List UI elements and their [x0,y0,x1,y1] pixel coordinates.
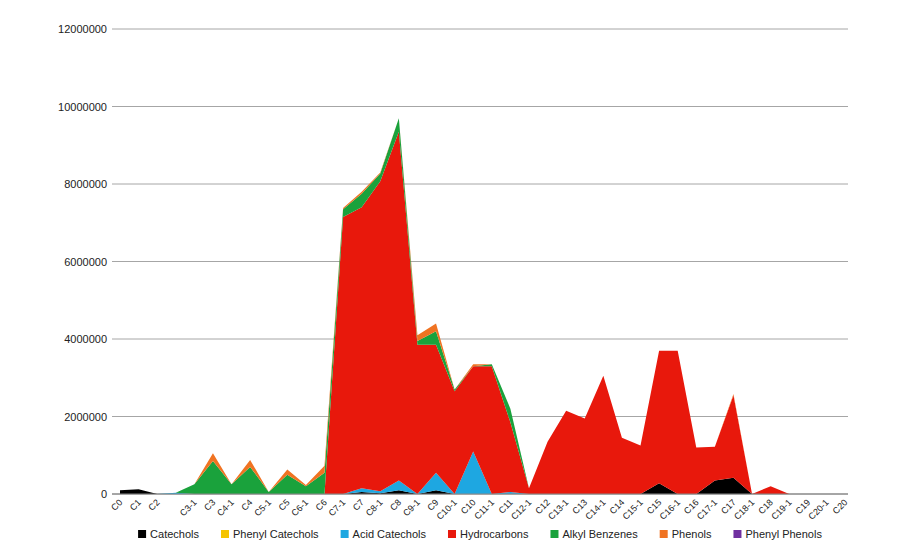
legend-swatch [341,530,349,538]
y-tick-label: 2000000 [64,411,107,423]
area [120,118,845,494]
x-tick-label: C14-1 [583,497,607,521]
grid-line [112,494,848,495]
x-tick-label: C1 [128,497,143,512]
area [120,118,845,494]
grid-line [112,339,848,340]
x-tick-label: C20-1 [806,497,830,521]
y-tick-label: 10000000 [58,101,107,113]
x-tick-label: C4-1 [215,497,236,518]
y-tick-label: 4000000 [64,333,107,345]
x-tick-label: C10-1 [435,497,459,521]
x-tick-label: C0 [109,497,124,512]
x-tick-label: C12-1 [509,497,533,521]
area [120,132,845,494]
x-tick-label: C8-1 [364,497,385,518]
chart: 0 2000000 4000000 6000000 8000000 10000000 120… [0,0,900,559]
y-tick-label: 6000000 [64,256,107,268]
y-tick-label: 12000000 [58,23,107,35]
x-tick-label: C11-1 [472,497,496,521]
legend: Catechols Phenyl Catechols Acid Catechols H… [138,528,822,540]
legend-swatch [448,530,456,538]
legend-swatch [221,530,229,538]
x-tick-label: C16-1 [658,497,682,521]
legend-swatch [550,530,558,538]
grid-line [112,184,848,185]
x-tick-label: C2 [146,497,161,512]
legend-label: Phenols [672,528,712,540]
legend-label: Phenyl Catechols [233,528,319,540]
grid-line [112,261,848,262]
x-tick-label: C7-1 [327,497,348,518]
x-tick-label: C19-1 [769,497,793,521]
x-tick-label: C6-1 [289,497,310,518]
legend-swatch [733,530,741,538]
grid-line [112,29,848,30]
y-tick-label: 8000000 [64,178,107,190]
x-tick-label: C9-1 [401,497,422,518]
x-axis [112,494,848,495]
legend-label: Phenyl Phenols [745,528,822,540]
x-tick-label: C17-1 [695,497,719,521]
x-tick-label: C5-1 [252,497,273,518]
legend-swatch [138,530,146,538]
x-tick-label: C18-1 [732,497,756,521]
legend-swatch [660,530,668,538]
x-tick-label: C15-1 [621,497,645,521]
legend-label: Hydrocarbons [460,528,529,540]
area [120,118,845,494]
x-tick-label: C20 [831,497,850,516]
legend-label: Catechols [150,528,199,540]
legend-label: Acid Catechols [353,528,427,540]
x-tick-label: C13-1 [546,497,570,521]
areas [120,118,845,494]
grid-line [112,106,848,107]
x-tick-label: C3-1 [178,497,199,518]
y-tick-label: 0 [101,488,107,500]
legend-label: Alkyl Benzenes [562,528,638,540]
